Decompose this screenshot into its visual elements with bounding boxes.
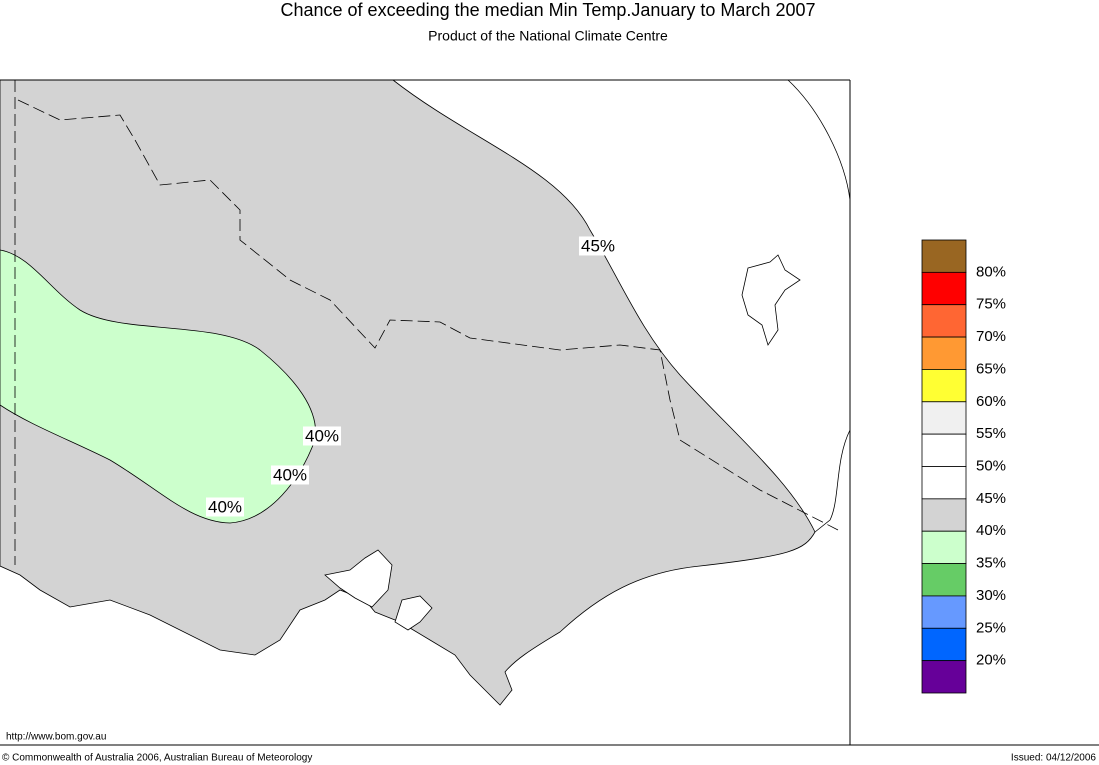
contour-labels: 45% 40% 40% 40% — [205, 236, 618, 517]
contour-label: 40% — [208, 497, 242, 516]
legend-label: 55% — [976, 425, 1006, 442]
legend-label: 35% — [976, 555, 1006, 572]
legend-swatch — [921, 433, 967, 467]
legend-label: 70% — [976, 328, 1006, 345]
legend-swatch — [921, 369, 967, 403]
legend-swatch — [921, 304, 967, 338]
legend-swatch — [921, 401, 967, 435]
contour-label: 45% — [581, 236, 615, 255]
legend-swatch — [921, 239, 967, 273]
island — [741, 254, 801, 346]
contour-label-bg — [302, 426, 342, 446]
legend-swatch — [921, 498, 967, 532]
legend-label: 40% — [976, 522, 1006, 539]
legend-label: 25% — [976, 619, 1006, 636]
contour-label: 40% — [273, 465, 307, 484]
legend-label: 45% — [976, 490, 1006, 507]
map — [0, 79, 1099, 746]
contour-label-bg — [205, 497, 245, 517]
title: Chance of exceeding the median Min Temp.… — [281, 0, 816, 20]
legend-label: 30% — [976, 587, 1006, 604]
legend-swatch — [921, 466, 967, 500]
legend-swatch — [921, 660, 967, 694]
copyright: © Commonwealth of Australia 2006, Austra… — [2, 753, 312, 764]
port-phillip — [324, 549, 393, 608]
legend-swatch — [921, 627, 967, 662]
legend: 80% 75% 70% 65% 60% 55% 50% 45% 40% 35% 30% 25% 20% — [921, 239, 1006, 694]
issued: Issued: 04/12/2006 — [1011, 753, 1097, 764]
contour-label: 40% — [305, 426, 339, 445]
url: http://www.bom.gov.au — [6, 732, 106, 743]
contour-label-bg — [578, 236, 618, 256]
legend-swatch — [921, 563, 967, 597]
subtitle: Product of the National Climate Centre — [428, 28, 668, 44]
legend-label: 20% — [976, 652, 1006, 669]
land-45 — [0, 79, 816, 706]
legend-label: 80% — [976, 263, 1006, 280]
legend-swatch — [921, 271, 967, 306]
contour-label-bg — [270, 465, 310, 485]
legend-label: 60% — [976, 393, 1006, 410]
legend-swatch — [921, 530, 967, 564]
western-port — [394, 595, 433, 631]
legend-label: 65% — [976, 360, 1006, 377]
legend-swatch — [921, 336, 967, 370]
legend-swatch — [921, 595, 967, 629]
east-coast — [787, 79, 851, 533]
state-border — [14, 80, 839, 565]
legend-label: 50% — [976, 457, 1006, 474]
legend-label: 75% — [976, 296, 1006, 313]
